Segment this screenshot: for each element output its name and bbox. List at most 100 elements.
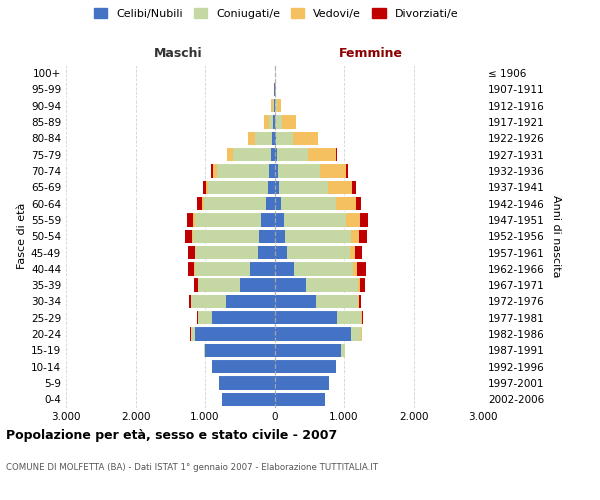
Bar [275,360,335,374]
Y-axis label: Fasce di età: Fasce di età [17,203,27,270]
Bar [285,230,351,243]
Bar [198,278,240,292]
Bar [316,295,358,308]
Bar [275,99,277,112]
Bar [259,230,275,243]
Bar [275,311,337,324]
Bar [335,148,337,162]
Bar [271,99,273,112]
Bar [351,230,359,243]
Bar [272,132,275,145]
Bar [360,214,368,226]
Bar [188,295,191,308]
Bar [351,328,361,341]
Bar [350,246,355,259]
Bar [275,197,281,210]
Bar [265,116,269,129]
Bar [211,164,212,177]
Bar [308,148,335,162]
Bar [362,311,363,324]
Bar [328,180,352,194]
Bar [212,164,217,177]
Bar [205,344,275,357]
Bar [269,116,274,129]
Bar [359,230,367,243]
Bar [266,197,275,210]
Bar [275,328,351,341]
Bar [203,197,266,210]
Bar [358,278,360,292]
Bar [202,197,203,210]
Bar [275,214,284,226]
Bar [260,214,275,226]
Bar [277,99,281,112]
Bar [248,132,255,145]
Bar [275,180,280,194]
Bar [353,262,356,276]
Bar [191,295,226,308]
Bar [198,311,212,324]
Bar [274,116,275,129]
Bar [219,376,275,390]
Bar [284,214,346,226]
Text: Femmine: Femmine [338,47,403,60]
Bar [275,164,278,177]
Bar [193,214,194,226]
Bar [227,148,233,162]
Bar [293,132,317,145]
Bar [212,360,275,374]
Bar [287,246,350,259]
Bar [233,148,271,162]
Bar [250,262,275,276]
Bar [281,197,337,210]
Bar [185,230,192,243]
Text: Maschi: Maschi [154,47,203,60]
Bar [317,132,318,145]
Bar [356,262,365,276]
Bar [358,295,359,308]
Bar [337,311,361,324]
Bar [269,164,275,177]
Bar [197,197,202,210]
Bar [337,197,356,210]
Bar [276,132,293,145]
Bar [346,214,360,226]
Bar [195,246,258,259]
Bar [194,246,195,259]
Bar [352,180,356,194]
Legend: Celibi/Nubili, Coniugati/e, Vedovi/e, Divorziati/e: Celibi/Nubili, Coniugati/e, Vedovi/e, Di… [92,6,460,21]
Bar [188,246,194,259]
Bar [275,132,276,145]
Bar [223,392,275,406]
Bar [273,99,274,112]
Bar [192,230,193,243]
Bar [194,262,250,276]
Bar [275,344,341,357]
Bar [194,214,260,226]
Bar [360,278,365,292]
Bar [361,311,362,324]
Bar [187,214,193,226]
Bar [275,262,294,276]
Bar [217,164,269,177]
Bar [271,148,275,162]
Bar [275,246,287,259]
Bar [194,328,275,341]
Bar [278,164,320,177]
Bar [208,180,268,194]
Bar [275,148,277,162]
Bar [203,180,206,194]
Bar [191,328,194,341]
Bar [320,164,346,177]
Text: COMUNE DI MOLFETTA (BA) - Dati ISTAT 1° gennaio 2007 - Elaborazione TUTTITALIA.I: COMUNE DI MOLFETTA (BA) - Dati ISTAT 1° … [6,464,378,472]
Bar [346,164,348,177]
Bar [282,116,296,129]
Bar [341,344,344,357]
Bar [306,278,358,292]
Bar [355,246,362,259]
Bar [277,148,308,162]
Bar [294,262,353,276]
Y-axis label: Anni di nascita: Anni di nascita [551,195,561,278]
Bar [275,295,316,308]
Bar [194,278,198,292]
